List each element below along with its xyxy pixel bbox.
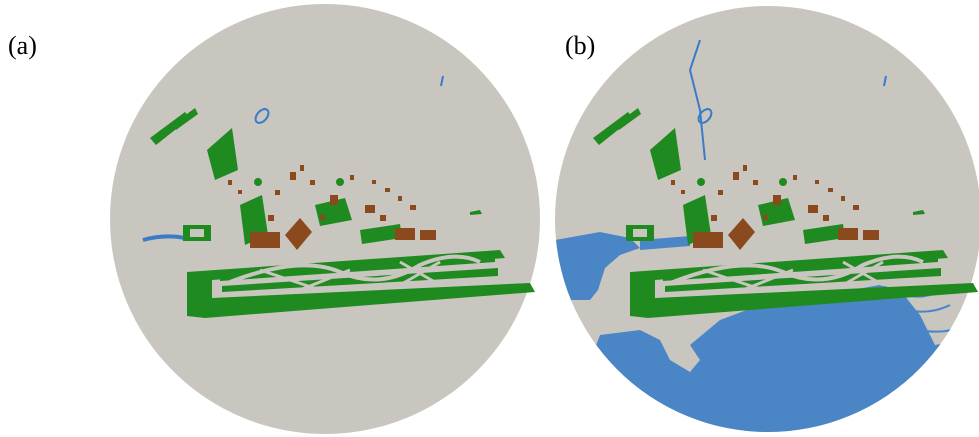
page: {"panels": [{"label": "(a)"}, {"label": …: [0, 0, 979, 437]
panel-label: (b): [565, 31, 595, 60]
figure: (a) (b) (() => { const data = JSON.parse…: [0, 0, 979, 437]
panel-b: (b): [555, 6, 979, 437]
panel-a: (a): [8, 4, 540, 434]
panel-label: (a): [8, 31, 37, 60]
